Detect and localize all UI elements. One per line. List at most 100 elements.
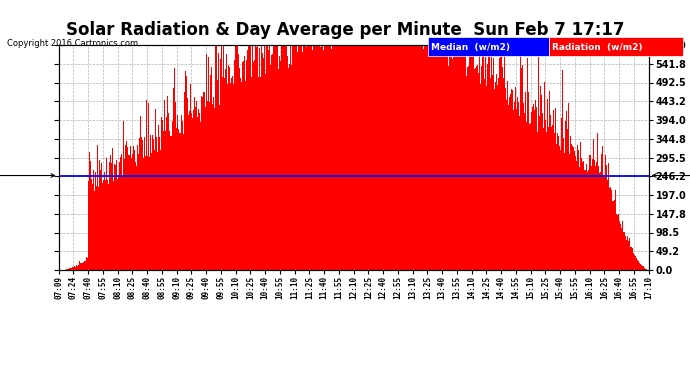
Bar bbox=[385, 45, 386, 270]
Bar bbox=[282, 45, 284, 270]
Bar bbox=[417, 45, 418, 270]
Bar bbox=[430, 45, 431, 270]
Bar bbox=[287, 56, 288, 270]
Bar bbox=[572, 146, 573, 270]
Bar bbox=[257, 45, 258, 270]
Bar bbox=[390, 45, 391, 270]
Bar bbox=[159, 150, 161, 270]
Bar bbox=[357, 45, 358, 270]
Bar bbox=[193, 110, 194, 270]
Bar bbox=[582, 162, 583, 270]
Bar bbox=[117, 179, 118, 270]
Bar bbox=[344, 45, 346, 270]
Bar bbox=[209, 102, 210, 270]
Bar bbox=[565, 121, 566, 270]
Bar bbox=[591, 166, 592, 270]
Bar bbox=[291, 65, 292, 270]
Bar bbox=[614, 200, 615, 270]
Bar bbox=[199, 113, 200, 270]
Bar bbox=[631, 248, 633, 270]
Bar bbox=[383, 45, 384, 270]
Bar bbox=[442, 45, 443, 270]
Bar bbox=[74, 266, 75, 270]
Bar bbox=[337, 45, 339, 270]
Bar bbox=[433, 45, 435, 270]
Bar bbox=[139, 138, 140, 270]
Bar bbox=[561, 118, 562, 270]
Bar bbox=[500, 45, 501, 270]
Bar bbox=[303, 45, 304, 270]
Bar bbox=[118, 177, 119, 270]
Bar bbox=[381, 45, 382, 270]
Bar bbox=[290, 45, 291, 270]
Bar bbox=[578, 150, 580, 270]
Bar bbox=[623, 231, 624, 270]
Bar bbox=[358, 45, 359, 270]
Bar bbox=[366, 45, 368, 270]
Bar bbox=[436, 45, 437, 270]
Bar bbox=[148, 103, 149, 270]
Bar bbox=[559, 146, 560, 270]
Bar bbox=[393, 45, 394, 270]
Bar bbox=[441, 45, 442, 270]
Bar bbox=[368, 45, 370, 270]
Bar bbox=[147, 156, 148, 270]
Bar bbox=[312, 50, 313, 270]
Bar bbox=[328, 45, 329, 270]
Bar bbox=[645, 269, 646, 270]
Bar bbox=[267, 45, 268, 270]
Text: Radiation  (w/m2): Radiation (w/m2) bbox=[552, 43, 642, 52]
Bar bbox=[607, 180, 609, 270]
Bar bbox=[252, 45, 253, 270]
Bar bbox=[187, 98, 188, 270]
Bar bbox=[467, 67, 469, 270]
Bar bbox=[549, 91, 551, 270]
Bar bbox=[284, 45, 286, 270]
Bar bbox=[213, 97, 214, 270]
Bar bbox=[84, 261, 86, 270]
Bar bbox=[573, 151, 575, 270]
Bar bbox=[202, 97, 204, 270]
Bar bbox=[326, 45, 327, 270]
Bar bbox=[99, 160, 100, 270]
Bar bbox=[173, 88, 174, 270]
Bar bbox=[518, 83, 520, 270]
Bar bbox=[356, 45, 357, 270]
Bar bbox=[333, 45, 334, 270]
Bar bbox=[585, 170, 586, 270]
Bar bbox=[141, 136, 142, 270]
Bar bbox=[235, 45, 236, 270]
Bar bbox=[384, 45, 385, 270]
Bar bbox=[210, 75, 211, 270]
Bar bbox=[630, 248, 631, 270]
Bar bbox=[355, 45, 356, 270]
Bar bbox=[70, 268, 71, 270]
Bar bbox=[212, 105, 213, 270]
Bar bbox=[322, 46, 323, 270]
Bar bbox=[448, 66, 449, 270]
Bar bbox=[124, 159, 125, 270]
Bar bbox=[421, 45, 422, 270]
Bar bbox=[362, 45, 363, 270]
Bar bbox=[501, 45, 502, 270]
Bar bbox=[216, 45, 217, 270]
Bar bbox=[298, 45, 299, 270]
Bar bbox=[411, 45, 412, 270]
Bar bbox=[587, 172, 588, 270]
Bar bbox=[609, 188, 611, 270]
Bar bbox=[341, 45, 342, 270]
Bar bbox=[361, 45, 362, 270]
Bar bbox=[211, 68, 212, 270]
Bar bbox=[134, 150, 135, 270]
Bar bbox=[71, 268, 72, 270]
Bar bbox=[452, 59, 453, 270]
Bar bbox=[126, 141, 127, 270]
Bar bbox=[175, 102, 176, 270]
Bar bbox=[247, 50, 248, 270]
Bar bbox=[568, 103, 569, 270]
Bar bbox=[135, 166, 137, 270]
Bar bbox=[414, 45, 415, 270]
Bar bbox=[306, 46, 307, 270]
Bar bbox=[540, 86, 541, 270]
Bar bbox=[455, 45, 457, 270]
